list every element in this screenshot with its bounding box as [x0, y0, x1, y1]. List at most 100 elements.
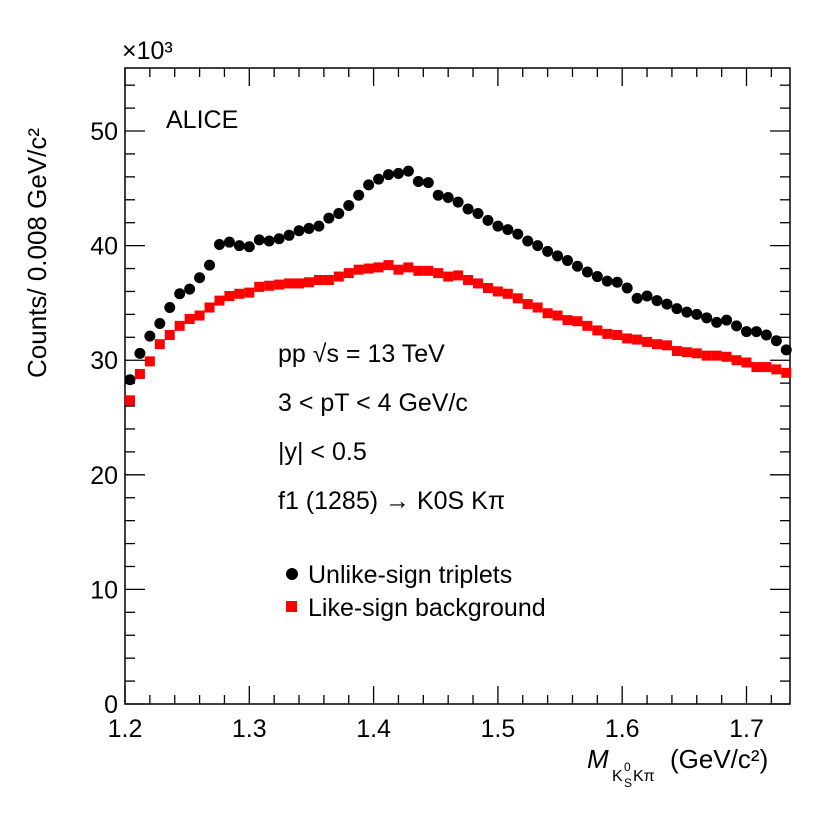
data-point-unlike-sign — [363, 179, 375, 191]
data-point-like-sign — [453, 270, 464, 281]
svg-text:K: K — [612, 768, 623, 785]
data-point-unlike-sign — [552, 250, 564, 262]
legend-marker-like-sign — [286, 601, 297, 612]
data-point-unlike-sign — [502, 224, 514, 236]
x-tick-label: 1.6 — [605, 715, 640, 743]
data-point-unlike-sign — [601, 275, 613, 287]
data-point-like-sign — [602, 328, 613, 339]
data-point-unlike-sign — [213, 238, 225, 250]
x-axis-title: M K 0 S Kπ (GeV/c²) — [587, 744, 768, 790]
data-point-like-sign — [423, 265, 434, 276]
data-point-unlike-sign — [681, 306, 693, 318]
data-point-unlike-sign — [651, 295, 663, 307]
data-point-like-sign — [413, 265, 424, 276]
svg-text:0: 0 — [624, 760, 631, 774]
data-point-like-sign — [661, 340, 672, 351]
data-point-unlike-sign — [472, 208, 484, 220]
data-point-like-sign — [642, 336, 653, 347]
data-point-unlike-sign — [343, 200, 355, 212]
plot-frame — [124, 67, 791, 705]
svg-text:S: S — [624, 776, 632, 790]
data-point-unlike-sign — [174, 288, 186, 300]
data-point-like-sign — [721, 351, 732, 362]
data-point-unlike-sign — [591, 271, 603, 283]
data-point-unlike-sign — [233, 240, 245, 252]
data-point-unlike-sign — [392, 167, 404, 179]
data-point-like-sign — [492, 286, 503, 297]
annotation-rapidity: |y| < 0.5 — [278, 438, 367, 466]
data-point-unlike-sign — [462, 203, 474, 215]
data-point-like-sign — [124, 395, 135, 406]
data-point-like-sign — [502, 288, 513, 299]
annotation-pt-range: 3 < pT < 4 GeV/c — [278, 389, 468, 417]
data-point-unlike-sign — [243, 241, 255, 253]
data-point-unlike-sign — [124, 374, 136, 386]
annotation-energy: pp √s = 13 TeV — [278, 340, 445, 368]
data-point-like-sign — [164, 330, 175, 341]
data-point-unlike-sign — [134, 347, 146, 359]
legend-label-unlike-sign: Unlike-sign triplets — [308, 561, 512, 589]
data-point-unlike-sign — [661, 298, 673, 310]
y-tick-label: 10 — [90, 576, 118, 604]
data-point-like-sign — [473, 278, 484, 289]
data-point-like-sign — [323, 275, 334, 285]
experiment-label: ALICE — [166, 106, 238, 134]
data-point-unlike-sign — [373, 173, 385, 185]
y-axis-multiplier: ×10³ — [122, 37, 173, 65]
data-point-like-sign — [214, 295, 225, 306]
data-point-unlike-sign — [532, 240, 544, 252]
data-point-unlike-sign — [671, 303, 683, 315]
data-point-unlike-sign — [770, 335, 782, 347]
data-point-unlike-sign — [562, 255, 574, 267]
svg-text:Kπ: Kπ — [633, 768, 655, 785]
data-point-unlike-sign — [223, 236, 235, 248]
data-point-unlike-sign — [750, 326, 762, 338]
data-point-like-sign — [393, 264, 404, 275]
data-point-like-sign — [443, 271, 454, 282]
data-point-like-sign — [303, 277, 314, 288]
series-layer — [124, 165, 792, 406]
data-point-unlike-sign — [303, 222, 315, 234]
data-point-like-sign — [711, 350, 722, 361]
annotation-decay: f1 (1285) → K0S Kπ — [278, 487, 505, 515]
data-point-like-sign — [234, 288, 245, 299]
y-tick-label: 40 — [90, 233, 118, 261]
data-point-unlike-sign — [184, 283, 196, 295]
data-point-unlike-sign — [621, 282, 633, 294]
data-point-like-sign — [144, 356, 155, 367]
data-point-unlike-sign — [273, 233, 285, 245]
data-point-like-sign — [781, 367, 792, 378]
legend-label-like-sign: Like-sign background — [308, 594, 546, 622]
legend-marker-unlike-sign — [286, 568, 298, 580]
data-point-like-sign — [761, 362, 772, 373]
data-point-unlike-sign — [482, 214, 494, 226]
data-point-unlike-sign — [383, 169, 395, 181]
y-tick-label: 30 — [90, 347, 118, 375]
data-point-like-sign — [622, 333, 633, 344]
data-point-like-sign — [632, 334, 643, 345]
data-point-like-sign — [403, 262, 414, 273]
data-point-unlike-sign — [711, 316, 723, 328]
data-point-unlike-sign — [253, 234, 265, 246]
y-tick-label: 0 — [104, 691, 118, 719]
data-point-unlike-sign — [412, 175, 424, 187]
data-point-like-sign — [681, 347, 692, 358]
svg-text:M: M — [587, 744, 609, 774]
data-point-like-sign — [731, 355, 742, 366]
x-tick-label: 1.4 — [356, 715, 391, 743]
y-tick-label: 50 — [90, 118, 118, 146]
data-point-unlike-sign — [323, 212, 335, 224]
data-point-unlike-sign — [542, 245, 554, 257]
data-point-unlike-sign — [263, 235, 275, 247]
data-point-unlike-sign — [611, 276, 623, 288]
x-tick-label: 1.3 — [232, 715, 267, 743]
data-point-like-sign — [254, 281, 265, 292]
data-point-like-sign — [433, 268, 444, 279]
data-point-like-sign — [532, 302, 543, 313]
data-point-unlike-sign — [581, 266, 593, 278]
data-point-like-sign — [741, 357, 752, 368]
data-point-unlike-sign — [571, 260, 583, 272]
data-point-like-sign — [224, 291, 235, 302]
data-point-unlike-sign — [691, 308, 703, 320]
